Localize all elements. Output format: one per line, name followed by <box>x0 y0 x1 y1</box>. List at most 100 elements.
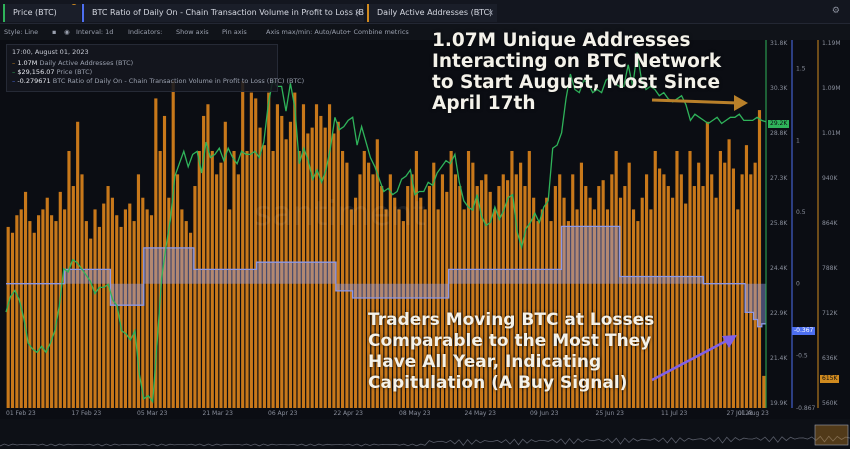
daa-bar <box>119 226 123 408</box>
daa-bar <box>714 197 718 408</box>
daa-bar <box>497 186 501 408</box>
daa-tick-label: 1.09M <box>822 85 841 92</box>
daa-bar <box>149 215 154 408</box>
daa-bar <box>627 162 631 408</box>
daa-tick-label: 636K <box>822 355 838 362</box>
daa-tick-label: 560K <box>822 400 838 407</box>
price-series-line <box>5 52 767 404</box>
navigator-window-handle[interactable] <box>814 424 849 446</box>
ratio-fill <box>6 226 766 327</box>
color-swatch-icon[interactable]: ▪ <box>52 28 57 36</box>
daa-bar <box>93 209 97 408</box>
daa-tick-label: 864K <box>822 220 838 227</box>
x-tick-label: 11 Jul 23 <box>661 410 688 417</box>
daa-bar <box>584 186 588 408</box>
daa-bar <box>749 174 753 408</box>
daa-bar <box>614 150 618 408</box>
daa-bar <box>84 221 88 408</box>
interval-select[interactable]: Interval: 1d <box>76 28 114 36</box>
daa-bar <box>367 162 371 408</box>
price-tick-label: 19.9K <box>770 400 788 407</box>
close-tab-icon[interactable]: × <box>487 8 494 17</box>
x-tick-label: 27 Jul 23 <box>726 410 753 417</box>
daa-bar <box>406 186 410 408</box>
annotation-bottom: Traders Moving BTC at Losses Comparable … <box>368 310 655 393</box>
daa-bar <box>154 98 158 409</box>
tab-label: Price (BTC) <box>13 8 57 17</box>
style-select[interactable]: Style: Line <box>4 28 39 36</box>
visibility-icon[interactable]: ◉ <box>64 28 70 36</box>
tab-daily-active-addresses[interactable]: Daily Active Addresses (BTC) ⋮ × <box>367 4 497 22</box>
daa-bar <box>258 127 262 408</box>
daa-bar <box>228 209 232 408</box>
daa-bar <box>558 174 562 408</box>
more-options-icon[interactable]: ⋮ <box>475 8 483 17</box>
daa-bar <box>362 150 366 408</box>
show-axis-toggle[interactable]: Show axis <box>176 28 209 36</box>
ratio-tick-label: -0.867 <box>796 405 816 412</box>
daa-bar <box>67 150 71 408</box>
daa-bar <box>158 150 162 408</box>
tab-price-btc[interactable]: Price (BTC) <box>3 4 81 22</box>
daa-bar <box>658 168 662 408</box>
daa-bar <box>592 209 597 408</box>
price-tick-label: 31.8K <box>770 40 788 47</box>
settings-icon[interactable]: ⚙ <box>831 6 840 16</box>
daa-bar <box>54 221 58 408</box>
daa-bar <box>462 209 466 408</box>
daa-bar <box>249 92 253 409</box>
daa-bar <box>514 174 518 408</box>
daa-bar <box>310 127 314 408</box>
x-tick-label: 24 May 23 <box>464 410 497 417</box>
alert-dot-icon <box>71 4 77 5</box>
daa-bar <box>202 115 206 408</box>
legend-value: 1.07M <box>17 59 38 67</box>
arrow-bottom-head <box>722 335 737 348</box>
daa-bar <box>241 80 245 408</box>
axis-max-min-select[interactable]: Axis max/min: Auto/Auto <box>266 28 347 36</box>
tab-ratio-profit-loss[interactable]: BTC Ratio of Daily On - Chain Transactio… <box>82 4 364 22</box>
combine-metrics-button[interactable]: + Combine metrics <box>346 28 409 36</box>
daa-bar <box>15 215 19 408</box>
timeline-navigator[interactable] <box>0 419 850 449</box>
daa-bar <box>536 221 540 408</box>
daa-bar <box>271 150 275 408</box>
daa-bar <box>475 186 479 408</box>
daa-bar <box>631 209 636 408</box>
axes: 31.8K 30.3K 28.8K 27.3K 25.8K 24.4K 22.9K 21.4K… <box>765 40 841 412</box>
daa-bar <box>358 174 362 408</box>
daa-bar <box>453 174 458 408</box>
daa-bar <box>215 174 219 408</box>
daa-bar <box>50 215 54 408</box>
daa-bar <box>645 174 649 408</box>
more-options-icon[interactable]: ⋮ <box>342 8 350 17</box>
daa-bar <box>449 150 453 408</box>
daa-bar <box>28 221 32 408</box>
price-line <box>5 52 767 404</box>
ratio-tick-label: 0 <box>796 281 800 288</box>
daa-bar <box>653 150 657 408</box>
daa-bar <box>89 238 93 408</box>
daa-bar <box>692 186 696 408</box>
daa-bar <box>349 209 353 408</box>
daa-bar <box>723 162 727 408</box>
close-tab-icon[interactable]: × <box>354 8 361 17</box>
daa-bar <box>284 139 288 409</box>
daa-bar <box>666 186 670 408</box>
daa-bar <box>314 104 319 408</box>
daa-bar <box>545 197 549 408</box>
daa-bar <box>323 127 327 408</box>
daa-bar <box>341 150 345 408</box>
legend-label: BTC Ratio of Daily On - Chain Transactio… <box>52 77 305 85</box>
indicators-select[interactable]: Indicators: <box>128 28 163 36</box>
daa-bar <box>440 174 445 408</box>
current-daa-badge: 615K <box>820 375 840 383</box>
daa-bar <box>436 209 440 408</box>
daa-bar <box>623 186 627 408</box>
daa-bar <box>136 174 141 408</box>
pin-axis-toggle[interactable]: Pin axis <box>222 28 247 36</box>
daa-bar <box>727 139 731 409</box>
daa-bar <box>605 209 610 408</box>
price-tick-label: 27.3K <box>770 175 788 182</box>
daa-bar <box>532 197 536 408</box>
